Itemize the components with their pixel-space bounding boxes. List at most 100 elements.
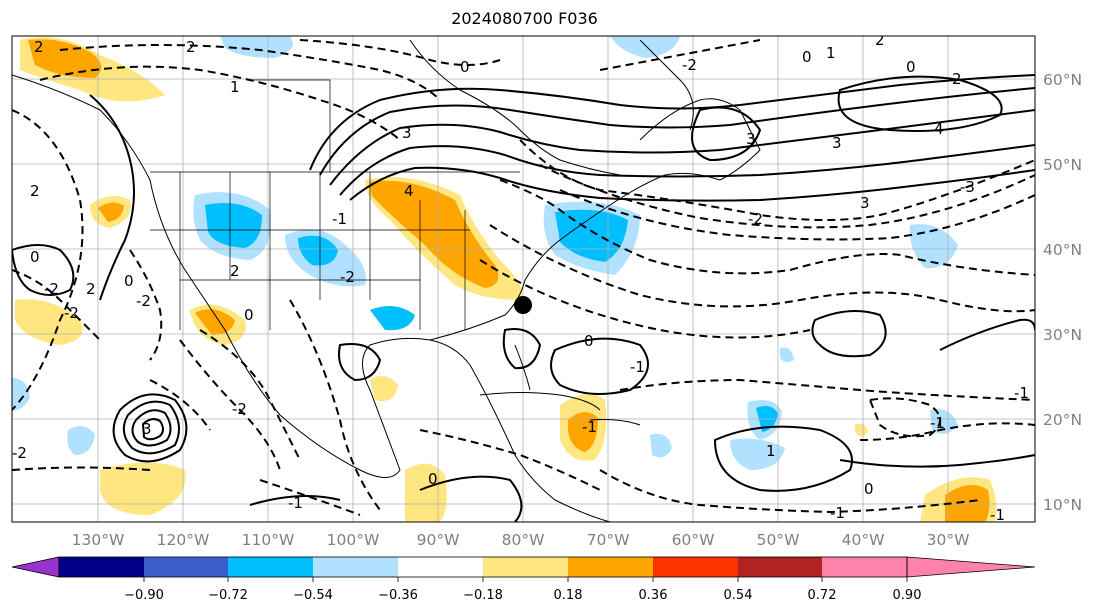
positive-anomaly — [195, 309, 235, 335]
negative-anomaly — [370, 306, 415, 331]
lon-tick-labels: 130°W 120°W 110°W 100°W 90°W 80°W 70°W 6… — [72, 531, 970, 549]
map-title: 2024080700 F036 — [451, 9, 598, 28]
lon-tick: 100°W — [327, 531, 380, 549]
contour-label: -3 — [960, 178, 975, 196]
gridlines — [12, 36, 1035, 522]
positive-anomaly — [405, 463, 447, 522]
contour-label: -1 — [930, 414, 945, 432]
colorbar: −0.90 −0.72 −0.54 −0.36 −0.18 0.18 0.36 … — [11, 556, 1036, 603]
contour-label: 0 — [30, 248, 40, 266]
colorbar-tick: −0.54 — [293, 588, 333, 603]
contours-solid — [12, 74, 1035, 522]
contour-label: 4 — [404, 182, 414, 200]
negative-anomaly — [67, 426, 95, 455]
contour-label: -1 — [990, 506, 1005, 524]
positive-anomaly — [370, 376, 398, 401]
colorbar-extend-high — [906, 556, 1036, 578]
negative-anomaly — [780, 347, 794, 363]
positive-anomaly — [15, 299, 83, 345]
colorbar-tick: −0.90 — [124, 588, 164, 603]
contour-label: -1 — [630, 358, 645, 376]
contour-label: 0 — [802, 48, 812, 66]
negative-anomaly — [730, 438, 785, 470]
colorbar-segment — [398, 557, 483, 577]
lon-tick: 80°W — [502, 531, 545, 549]
contour-label: 0 — [584, 332, 594, 350]
positive-anomaly — [568, 411, 598, 452]
colorbar-segment — [59, 557, 144, 577]
colorbar-segment — [228, 557, 313, 577]
contour-label: 1 — [826, 44, 836, 62]
colorbar-tick: 0.90 — [893, 588, 922, 603]
contour-label: -2 — [44, 280, 59, 298]
map-frame — [11, 35, 1036, 523]
colorbar-tick: −0.36 — [378, 588, 418, 603]
contour-label: 0 — [244, 306, 254, 324]
contour-label: -1 — [288, 494, 303, 512]
contour-label: 0 — [124, 272, 134, 290]
colorbar-segment — [144, 557, 228, 577]
contour-label: -1 — [332, 210, 347, 228]
lon-tick: 60°W — [672, 531, 715, 549]
colorbar-tick: 0.54 — [724, 588, 753, 603]
contour-label: 3 — [402, 124, 412, 142]
contours-dashed — [12, 39, 1035, 516]
contour-label: 2 — [875, 31, 885, 49]
shading-layer — [12, 36, 997, 522]
lon-tick: 30°W — [927, 531, 970, 549]
colorbar-tick: −0.72 — [208, 588, 248, 603]
contour-label: -2 — [136, 292, 151, 310]
contour-label: 3 — [746, 130, 756, 148]
negative-anomaly — [610, 36, 680, 58]
contour-labels: 2 2 0 -2 0 2 3 1 0 1 3 2 4 3 2 -3 4 -1 -… — [12, 31, 1029, 524]
lon-tick: 70°W — [587, 531, 630, 549]
contour-label: -2 — [12, 444, 27, 462]
colorbar-tick: 0.18 — [554, 588, 583, 603]
negative-anomaly — [205, 202, 262, 248]
contour-label: 2 — [34, 38, 44, 56]
contour-label: 2 — [86, 280, 96, 298]
contour-label: 1 — [766, 442, 776, 460]
location-marker — [514, 296, 532, 314]
coastlines — [12, 39, 761, 522]
lat-tick: 60°N — [1043, 71, 1082, 89]
contour-label: 0 — [906, 58, 916, 76]
state-borders — [150, 79, 520, 330]
contour-label: 3 — [832, 134, 842, 152]
contour-label: -2 — [340, 268, 355, 286]
contour-label: 0 — [428, 470, 438, 488]
contour-label: -2 — [232, 400, 247, 418]
contour-label: -2 — [64, 304, 79, 322]
contour-label: -2 — [682, 56, 697, 74]
contour-label: 2 — [30, 182, 40, 200]
positive-anomaly — [28, 39, 102, 78]
colorbar-segment — [738, 557, 822, 577]
contour-label: -2 — [748, 210, 763, 228]
lon-tick: 50°W — [757, 531, 800, 549]
colorbar-segment — [483, 557, 568, 577]
contour-label: 1 — [230, 78, 240, 96]
colorbar-tick: −0.18 — [463, 588, 503, 603]
contour-label: 3 — [860, 194, 870, 212]
lon-tick: 130°W — [72, 531, 125, 549]
contour-label: 2 — [186, 38, 196, 56]
lat-tick: 40°N — [1043, 241, 1082, 259]
colorbar-segment — [822, 557, 907, 577]
positive-anomaly — [370, 180, 499, 288]
contour-label: -1 — [582, 418, 597, 436]
lon-tick: 90°W — [417, 531, 460, 549]
contour-label: 0 — [864, 480, 874, 498]
positive-anomaly — [98, 202, 124, 222]
lat-tick: 30°N — [1043, 326, 1082, 344]
colorbar-tick: 0.36 — [639, 588, 668, 603]
colorbar-tick: 0.72 — [808, 588, 837, 603]
negative-anomaly — [298, 235, 338, 266]
positive-anomaly — [100, 462, 186, 515]
lat-tick-labels: 60°N 50°N 40°N 30°N 20°N 10°N — [1043, 71, 1082, 514]
colorbar-segment — [653, 557, 738, 577]
map-plot-area: 2 2 0 -2 0 2 3 1 0 1 3 2 4 3 2 -3 4 -1 -… — [12, 31, 1035, 524]
contour-label: 3 — [142, 420, 152, 438]
contour-label: -1 — [830, 504, 845, 522]
contour-label: 2 — [952, 70, 962, 88]
